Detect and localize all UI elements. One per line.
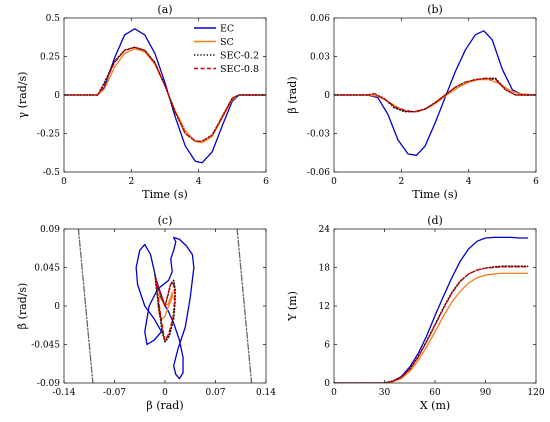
y-axis-label: β̇ (rad/s) xyxy=(16,283,29,330)
y-tick-label: 12 xyxy=(319,302,330,312)
panel-title: (a) xyxy=(157,3,172,16)
series-boundary-5 xyxy=(236,229,253,383)
x-tick-label: 120 xyxy=(527,388,544,398)
y-tick-label: 0.03 xyxy=(310,53,330,63)
x-tick-label: 0 xyxy=(61,177,67,187)
x-axis-label: X (m) xyxy=(420,399,450,412)
series-sc xyxy=(334,272,529,383)
series-boundary-4 xyxy=(77,229,94,383)
series-ec xyxy=(135,236,195,380)
series-sec-0-8 xyxy=(64,46,266,142)
y-tick-label: 0 xyxy=(54,302,60,312)
x-axis-label: β (rad) xyxy=(146,399,183,412)
series-ec xyxy=(64,28,266,164)
series-sec-0-8 xyxy=(334,77,536,113)
y-tick-label: 0.25 xyxy=(40,53,60,63)
axes-frame xyxy=(333,228,537,384)
legend-label: SEC-0.2 xyxy=(220,51,259,62)
y-tick-label: 18 xyxy=(319,264,331,274)
y-tick-label: 6 xyxy=(324,341,330,351)
y-tick-label: 0.5 xyxy=(46,14,61,24)
y-tick-label: -0.03 xyxy=(307,130,330,140)
x-tick-label: 6 xyxy=(263,177,269,187)
panel-1: 0 2 4 6 0.5 0.25 0 -0.25 -0.5 (a) Time (s) γ (rad/s… xyxy=(16,3,269,201)
y-tick-label: -0.045 xyxy=(31,341,60,351)
legend-label: SC xyxy=(220,37,234,48)
x-tick-label: 4 xyxy=(196,177,202,187)
y-tick-label: 0 xyxy=(54,91,60,101)
x-tick-label: 0.14 xyxy=(256,388,276,398)
y-tick-label: 0 xyxy=(324,91,330,101)
y-tick-label: -0.5 xyxy=(43,168,61,178)
y-tick-label: -0.09 xyxy=(37,379,60,389)
x-tick-label: 30 xyxy=(379,388,391,398)
x-tick-label: 2 xyxy=(398,177,404,187)
y-tick-label: 0.06 xyxy=(310,14,330,24)
series-sc xyxy=(157,291,173,320)
legend-label: EC xyxy=(220,24,234,35)
series-sec-0-8 xyxy=(154,276,176,341)
series-sc xyxy=(64,48,266,144)
panel-title: (c) xyxy=(158,214,173,227)
y-tick-label: 24 xyxy=(319,225,331,235)
y-tick-label: -0.06 xyxy=(307,168,330,178)
x-tick-label: 60 xyxy=(429,388,441,398)
y-axis-label: β (rad) xyxy=(286,76,299,113)
x-tick-label: 4 xyxy=(466,177,472,187)
x-tick-label: 0 xyxy=(331,388,337,398)
x-tick-label: 6 xyxy=(533,177,539,187)
y-tick-label: 0.045 xyxy=(34,264,60,274)
legend-label: SEC-0.8 xyxy=(220,64,259,75)
y-tick-label: 0 xyxy=(324,379,330,389)
panel-2: 0 2 4 6 0.06 0.03 0 -0.03 -0.06 (b) Time (s) β (rad… xyxy=(286,3,539,201)
x-tick-label: 2 xyxy=(128,177,134,187)
x-tick-label: -0.14 xyxy=(52,388,75,398)
x-axis-label: Time (s) xyxy=(412,188,458,201)
x-tick-label: -0.07 xyxy=(103,388,126,398)
series-sc xyxy=(334,78,536,113)
y-axis-label: γ (rad/s) xyxy=(16,72,29,119)
panel-title: (d) xyxy=(427,214,443,227)
x-tick-label: 0.07 xyxy=(205,388,225,398)
series-sec-0-8 xyxy=(334,266,529,383)
y-tick-label: -0.25 xyxy=(37,130,60,140)
panel-title: (b) xyxy=(427,3,443,16)
y-tick-label: 0.09 xyxy=(40,225,60,235)
x-tick-label: 0 xyxy=(162,388,168,398)
x-tick-label: 0 xyxy=(331,177,337,187)
y-axis-label: Y (m) xyxy=(286,291,299,322)
series-ec xyxy=(334,236,529,383)
series-ec xyxy=(334,30,536,156)
x-tick-label: 90 xyxy=(480,388,492,398)
legend: EC SC SEC-0.2 SEC-0.8 xyxy=(194,24,259,75)
x-axis-label: Time (s) xyxy=(142,188,188,201)
panel-3: -0.14 -0.07 0 0.07 0.14 0.09 0.045 0 -0.045 -0.09… xyxy=(16,214,276,412)
